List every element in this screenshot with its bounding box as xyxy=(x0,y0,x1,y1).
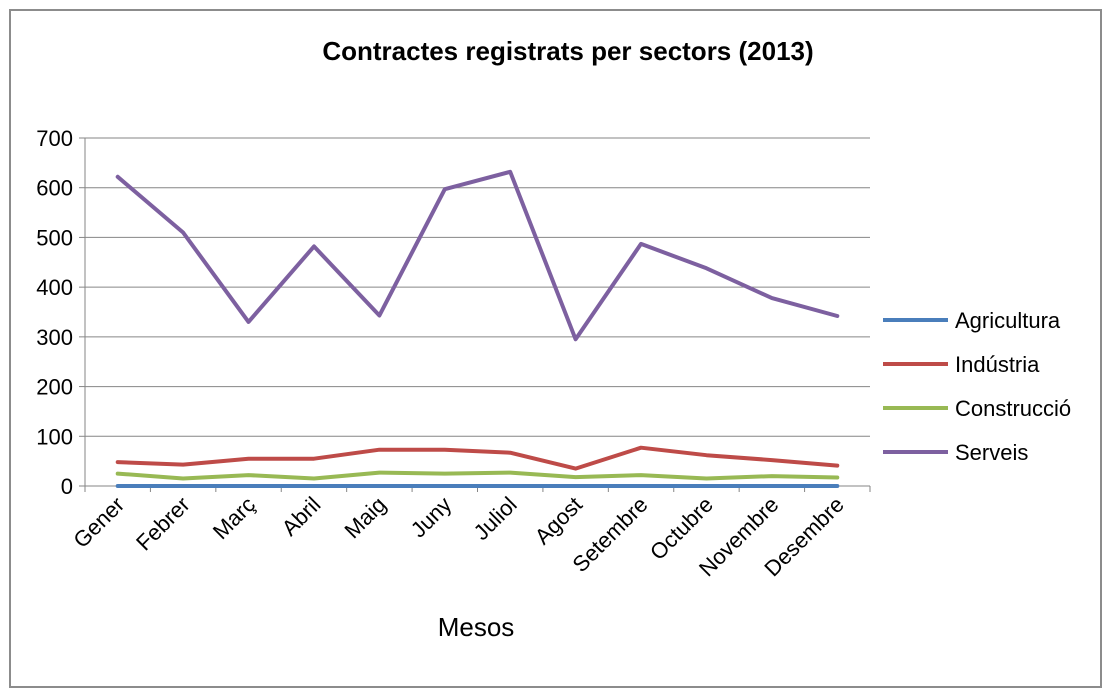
x-tick-label: Febrer xyxy=(131,492,194,555)
x-axis-title: Mesos xyxy=(438,612,515,642)
series-line-serveis xyxy=(115,169,840,342)
legend-label: Construcció xyxy=(955,396,1071,421)
x-tick-label: Març xyxy=(208,492,260,544)
legend: Agricultura Indústria Construcció Serveis xyxy=(883,308,1071,465)
y-axis: 0 100 200 300 400 500 600 700 xyxy=(36,126,86,499)
x-tick-label: Juliol xyxy=(469,492,522,545)
series-line-industria xyxy=(115,445,840,471)
x-tick-label: Gener xyxy=(68,492,129,553)
gridlines xyxy=(85,137,870,437)
y-tick-label: 600 xyxy=(36,176,73,201)
x-axis: Gener Febrer Març Abril Maig Juny Juliol AgostS… xyxy=(68,485,871,581)
x-tick-label: Juny xyxy=(406,492,457,543)
legend-label: Agricultura xyxy=(955,308,1061,333)
y-tick-label: 300 xyxy=(36,325,73,350)
series-line-construccio xyxy=(115,470,840,481)
x-tick-label: Maig xyxy=(340,492,391,543)
chart-frame xyxy=(9,9,1102,688)
x-tick-label: Agost xyxy=(530,492,587,549)
legend-label: Serveis xyxy=(955,440,1028,465)
series-lines xyxy=(115,169,840,488)
y-tick-label: 400 xyxy=(36,275,73,300)
y-tick-label: 0 xyxy=(61,474,73,499)
x-tick-label: Abril xyxy=(277,492,326,541)
y-tick-label: 100 xyxy=(36,424,73,449)
chart-title: Contractes registrats per sectors (2013) xyxy=(322,36,813,66)
y-tick-label: 700 xyxy=(36,126,73,151)
legend-label: Indústria xyxy=(955,352,1040,377)
y-tick-label: 200 xyxy=(36,375,73,400)
y-tick-label: 500 xyxy=(36,225,73,250)
